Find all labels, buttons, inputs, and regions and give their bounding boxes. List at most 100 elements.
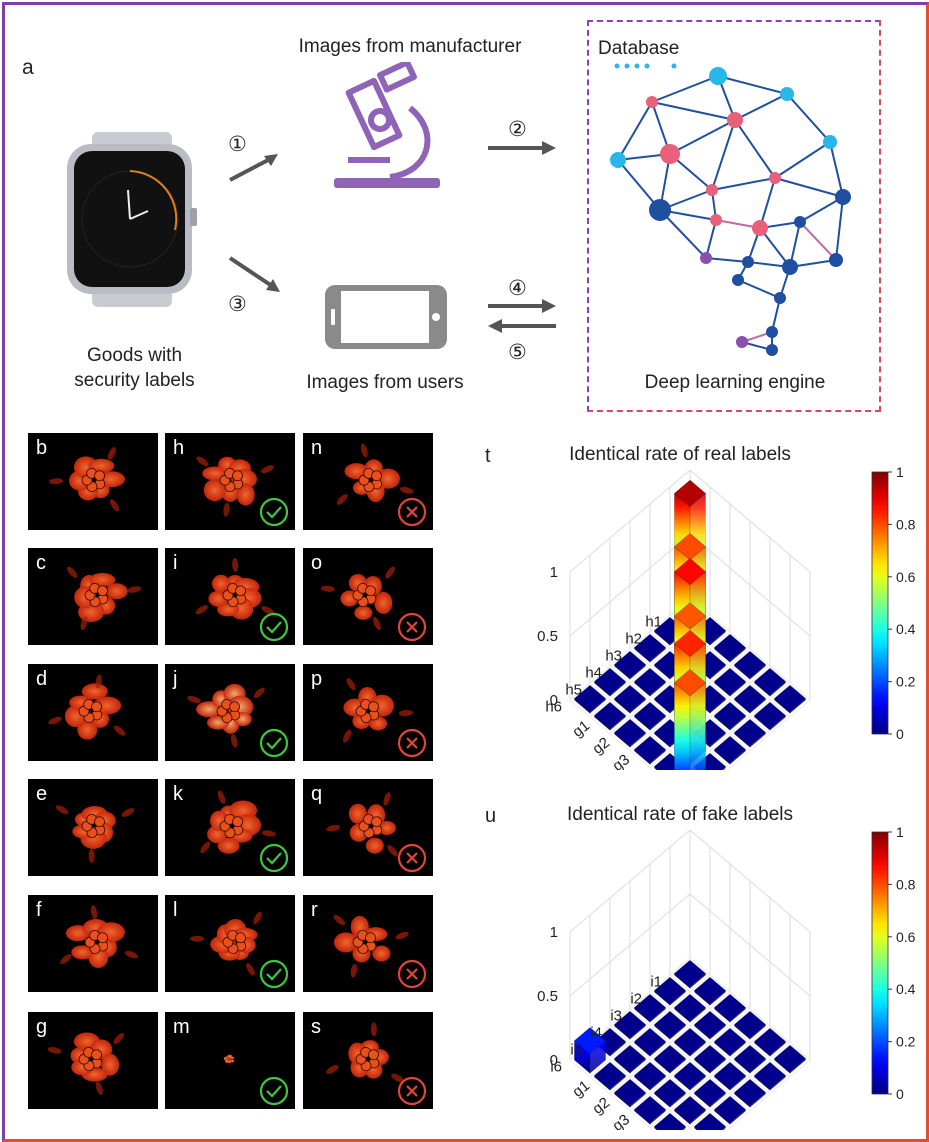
fluorescent-pattern: [343, 678, 427, 758]
arrow-icon: [229, 154, 278, 182]
check-icon: [259, 843, 289, 873]
panel-letter-s: s: [311, 1016, 321, 1038]
label-image-n: n: [303, 433, 433, 530]
fluorescent-pattern: [223, 1054, 289, 1106]
bar-h6-g4: [633, 735, 667, 765]
network-node: [829, 253, 843, 267]
chart-fake-labels: Identical rate of fake labels u 0 0.5 1 i1 i2 i…: [485, 804, 916, 1130]
panel-letter-p: p: [311, 668, 323, 690]
neural-network-icon: [610, 67, 851, 356]
cross-icon: [397, 612, 427, 642]
check-icon: [259, 612, 289, 642]
bar-i2-g2: [673, 993, 707, 1023]
panel-letter-j: j: [173, 668, 178, 690]
arrow-icon: [228, 256, 280, 292]
bar-i4-g5: [693, 1078, 727, 1108]
bar-i4-g4: [673, 1061, 707, 1091]
fluorescent-pattern: [336, 443, 427, 527]
bar-h3-g5: [713, 701, 747, 731]
network-edge: [651, 101, 736, 121]
label-image-f: f: [28, 895, 158, 992]
network-node: [660, 144, 680, 164]
bar-i4-g6: [713, 1095, 747, 1125]
cross-icon: [397, 497, 427, 527]
network-edge: [759, 227, 791, 268]
network-node: [710, 214, 722, 226]
check-icon: [259, 959, 289, 989]
bar-h3-g1: [633, 633, 667, 663]
network-node: [766, 344, 778, 356]
network-edge: [711, 119, 736, 191]
bar-h5-g3: [633, 701, 667, 731]
network-edge: [835, 196, 844, 261]
bar-h4-g6: [713, 735, 747, 765]
bar-i1-g5: [753, 1027, 787, 1057]
bar-i1-g3: [713, 993, 747, 1023]
bar-h4-g2: [633, 667, 667, 697]
bar-i2-g4: [713, 1027, 747, 1057]
network-node: [823, 135, 837, 149]
row-tick-label: h2: [625, 631, 642, 648]
col-tick-label: g4: [629, 768, 653, 770]
colorbar-tick-label: 1: [896, 464, 904, 480]
network-edge: [774, 141, 831, 179]
col-tick-label: g2: [589, 1094, 613, 1118]
bar-h2-g6: [753, 701, 787, 731]
fluorescent-pattern: [196, 456, 289, 527]
panel-letter-e: e: [36, 783, 48, 805]
chart-real-labels: Identical rate of real labelst00.51h1h2h…: [485, 444, 916, 770]
network-edge: [737, 279, 781, 299]
database-box: [587, 20, 881, 412]
label-image-g: g: [28, 1012, 158, 1109]
network-node: [736, 336, 748, 348]
colorbar-tick-label: 0.2: [896, 674, 916, 690]
bar-h6-g1: [573, 684, 607, 714]
network-node: [766, 326, 778, 338]
panel-letter-t: t: [485, 445, 491, 467]
colorbar-tick-label: 0.4: [896, 621, 916, 637]
fluorescent-pattern: [187, 683, 289, 758]
fluorescent-pattern: [48, 674, 126, 740]
panel-letter-l: l: [173, 899, 178, 921]
label-image-k: k: [165, 779, 295, 876]
row-tick-label: i5: [570, 1042, 582, 1059]
fluorescent-pattern: [333, 914, 427, 989]
fluorescent-pattern: [60, 905, 139, 968]
fluorescent-pattern: [200, 790, 289, 873]
colorbar-tick-label: 0.6: [896, 929, 916, 945]
network-edge: [799, 196, 844, 223]
bar-i1-g2: [693, 976, 727, 1006]
col-tick-label: g4: [629, 1128, 653, 1130]
check-icon: [259, 1076, 289, 1106]
label-image-j: j: [165, 664, 295, 761]
z-tick-label: 0: [550, 1052, 558, 1069]
arrow-icon: [488, 319, 556, 333]
bar-i2-g6: [753, 1061, 787, 1091]
step-3: ③: [228, 293, 247, 316]
bar-h1-g5: [753, 667, 787, 697]
colorbar-tick-label: 1: [896, 824, 904, 840]
row-tick-label: h6: [545, 699, 562, 716]
bar-i5-g5: [673, 1095, 707, 1125]
z-tick-label: 0: [550, 692, 558, 709]
network-node: [646, 96, 658, 108]
row-tick-label: i1: [650, 974, 662, 991]
network-node: [610, 152, 626, 168]
goods-label-line2: security labels: [74, 370, 195, 391]
label-image-q: q: [303, 779, 433, 876]
row-tick-label: i2: [630, 991, 642, 1008]
bar-h1-g4: [733, 650, 767, 680]
arrow-icon: [488, 141, 556, 155]
check-icon: [259, 728, 289, 758]
chart-title: Identical rate of fake labels: [567, 804, 793, 825]
panel-letter-i: i: [173, 552, 178, 574]
network-edge: [617, 101, 653, 161]
label-image-b: b: [28, 433, 158, 530]
colorbar: [871, 471, 889, 735]
bar-h3-g6: [733, 718, 767, 748]
z-tick-label: 1: [550, 924, 558, 941]
colorbar-tick-label: 0.8: [896, 516, 916, 532]
network-node: [774, 292, 786, 304]
colorbar: [871, 831, 889, 1095]
